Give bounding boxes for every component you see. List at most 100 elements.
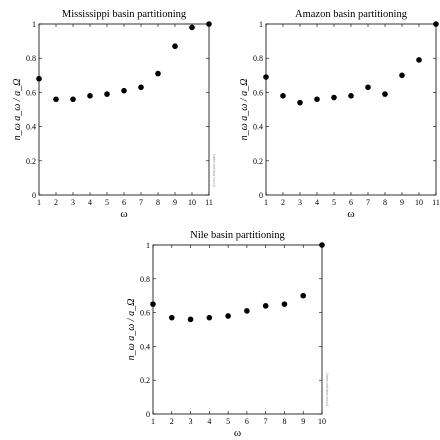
x-tick-label: 4	[88, 198, 92, 207]
x-tick-label: 6	[349, 198, 353, 207]
chart-panel-1: Mississippi basin partitioning 1 2 3 4 5 6 7 8 9 1…	[12, 9, 216, 220]
data-point	[53, 96, 59, 103]
data-point	[382, 91, 388, 97]
y-tick-label: 0.8	[140, 275, 150, 284]
x-tick-label: 1	[151, 417, 155, 426]
data-point	[189, 24, 195, 31]
x-tick-label: 4	[207, 417, 211, 426]
x-tick-label: 1	[264, 198, 268, 207]
x-tick-label: 2	[170, 417, 174, 426]
y-tick-label: 0.4	[26, 123, 36, 132]
x-tick-label: 2	[281, 198, 285, 207]
x-axis-label: ω	[347, 208, 354, 220]
plot-frame	[152, 244, 323, 415]
data-point	[263, 74, 269, 80]
y-axis-label: n_ω a_ω / a_Ω	[12, 79, 23, 141]
data-point	[319, 242, 325, 248]
chart-panel-3: Nile basin partitioning 1 2 3 4 5 6 7 8 9 10 0 0.2 0.…	[126, 230, 329, 439]
y-tick-label: 0	[259, 191, 263, 200]
data-point	[225, 313, 231, 319]
y-tick-label: 0.6	[140, 309, 150, 318]
data-point	[206, 314, 213, 321]
chart-title: Mississippi basin partitioning	[62, 9, 187, 20]
x-tick-label: 8	[383, 198, 387, 207]
data-point	[416, 57, 422, 63]
x-tick-label: 11	[432, 198, 440, 207]
x-tick-label: 6	[245, 417, 249, 426]
x-tick-label: 10	[318, 417, 326, 426]
x-axis-label: ω	[120, 208, 127, 220]
data-point	[168, 314, 175, 321]
data-point	[70, 96, 76, 103]
x-tick-label: 9	[173, 198, 177, 207]
data-point	[138, 84, 144, 91]
y-tick-label: 0	[32, 191, 36, 200]
x-tick-label: 5	[332, 198, 336, 207]
y-tick-label: 0.8	[253, 54, 263, 63]
x-tick-label: 5	[226, 417, 230, 426]
data-point	[104, 91, 110, 97]
y-axis-label: n_ω a_ω / a_Ω	[126, 299, 137, 361]
y-tick-label: 0.2	[26, 157, 36, 166]
x-tick-label: 8	[282, 417, 286, 426]
x-axis-label: ω	[234, 427, 241, 439]
data-point	[433, 21, 439, 27]
chart-title: Nile basin partitioning	[190, 230, 285, 241]
y-tick-label: 0.2	[140, 376, 150, 385]
chart-title: Amazon basin partitioning	[295, 9, 408, 20]
data-point	[172, 43, 178, 50]
x-tick-label: 3	[71, 198, 75, 207]
x-tick-label: 11	[205, 198, 213, 207]
timestamp-stamp: [15-Dec-2000 peter dodds]	[325, 374, 329, 407]
x-tick-label: 1	[37, 198, 41, 207]
chart-panel-2: Amazon basin partitioning 1 2 3 4 5 6 7 8 9 10 11 0 0…	[239, 9, 440, 220]
data-point	[87, 93, 93, 99]
data-point	[280, 93, 286, 99]
data-point	[155, 70, 161, 77]
y-tick-label: 0.8	[26, 54, 36, 63]
timestamp-stamp: [15-Dec-2000 peter dodds]	[212, 155, 216, 188]
data-point	[297, 99, 303, 106]
x-tick-label: 7	[139, 198, 143, 207]
x-tick-label: 9	[400, 198, 404, 207]
x-tick-label: 6	[122, 198, 126, 207]
x-tick-label: 10	[188, 198, 196, 207]
data-point	[244, 308, 250, 314]
y-tick-label: 0.4	[253, 123, 263, 132]
y-tick-label: 0.6	[26, 88, 36, 97]
x-tick-label: 8	[156, 198, 160, 207]
data-point	[399, 72, 405, 79]
data-point	[150, 301, 156, 307]
x-tick-label: 2	[54, 198, 58, 207]
data-point	[121, 87, 127, 94]
data-point	[206, 21, 212, 27]
x-tick-label: 4	[315, 198, 319, 207]
y-axis-label: n_ω a_ω / a_Ω	[239, 79, 250, 141]
y-tick-label: 1	[146, 241, 150, 250]
x-tick-label: 9	[301, 417, 305, 426]
x-tick-label: 10	[415, 198, 423, 207]
data-point	[331, 94, 337, 101]
y-tick-label: 0.2	[253, 157, 263, 166]
data-point	[36, 75, 42, 82]
x-tick-label: 3	[298, 198, 302, 207]
data-point	[281, 301, 288, 307]
data-point	[262, 303, 269, 309]
x-tick-label: 7	[366, 198, 370, 207]
data-point	[187, 316, 194, 323]
data-point	[314, 96, 320, 103]
y-tick-label: 1	[259, 20, 263, 29]
y-tick-label: 1	[32, 20, 36, 29]
y-tick-label: 0.4	[140, 342, 150, 351]
data-point	[365, 84, 371, 91]
plot-frame	[265, 23, 437, 196]
x-tick-label: 5	[105, 198, 109, 207]
x-tick-label: 7	[264, 417, 268, 426]
y-tick-label: 0	[146, 410, 150, 419]
y-tick-label: 0.6	[253, 88, 263, 97]
plot-frame	[38, 23, 210, 196]
data-point	[300, 292, 307, 299]
data-point	[348, 93, 354, 99]
x-tick-label: 3	[189, 417, 193, 426]
